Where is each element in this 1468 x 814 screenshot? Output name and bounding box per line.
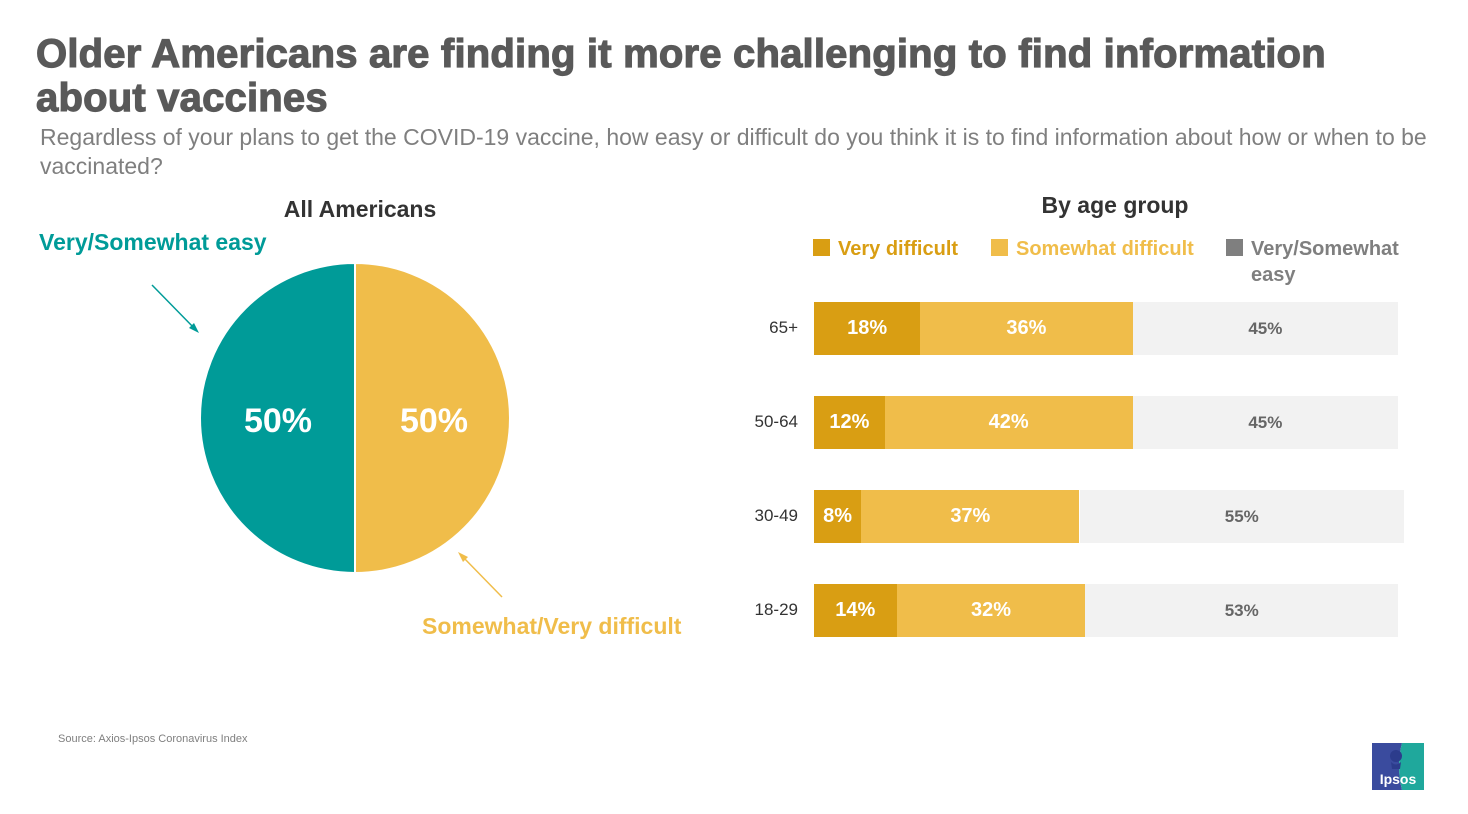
bar-segment-very-somewhat-easy: 45%: [1132, 396, 1399, 449]
legend-swatch-very-difficult: [813, 239, 830, 256]
bar-segment-very-difficult: 8%: [814, 490, 862, 543]
legend-item-somewhat-difficult: Somewhat difficult: [991, 236, 1194, 262]
legend-label: Very/Somewhat easy: [1251, 238, 1399, 286]
bar-chart-title: By age group: [1041, 192, 1189, 218]
bar-segment-somewhat-difficult: 37%: [861, 490, 1080, 543]
pie-annotation-difficult: Somewhat/Very difficult: [422, 613, 682, 639]
category-label: 50-64: [754, 412, 798, 431]
bar-segment-somewhat-difficult: 32%: [896, 584, 1086, 637]
category-label: 18-29: [754, 600, 798, 619]
legend-item-very-difficult: Very difficult: [813, 236, 958, 262]
arrow-easy-icon: [189, 323, 199, 333]
ipsos-logo: Ipsos: [1372, 743, 1424, 790]
logo-text: Ipsos: [1380, 771, 1417, 787]
legend-swatch-somewhat-difficult: [991, 239, 1008, 256]
legend-swatch-easy: [1226, 239, 1243, 256]
bar-segment-very-somewhat-easy: 45%: [1132, 302, 1399, 355]
bar-segment-very-somewhat-easy: 55%: [1079, 490, 1404, 543]
legend-label: Somewhat difficult: [1016, 238, 1194, 260]
legend-label: Very difficult: [838, 238, 959, 260]
pie-slice-easy: [199, 261, 356, 575]
category-label: 30-49: [754, 506, 798, 525]
pie-data-label-difficult: 50%: [400, 402, 468, 440]
bar-segment-somewhat-difficult: 36%: [920, 302, 1133, 355]
arrow-easy-line: [151, 284, 197, 331]
pie-slice-difficult: [354, 261, 511, 575]
category-label: 65+: [769, 318, 798, 337]
pie-data-label-easy: 50%: [244, 402, 312, 440]
legend-item-easy: Very/Somewhat easy: [1226, 236, 1421, 288]
arrow-difficult-line: [461, 555, 503, 598]
bar-segment-very-difficult: 18%: [814, 302, 921, 355]
slide-title: Older Americans are finding it more chal…: [35, 31, 1326, 120]
arrow-difficult-icon: [458, 552, 468, 562]
pie-annotation-easy: Very/Somewhat easy: [39, 229, 267, 255]
bar-segment-very-somewhat-easy: 53%: [1085, 584, 1399, 637]
bar-segment-very-difficult: 14%: [814, 584, 897, 637]
bar-segment-somewhat-difficult: 42%: [884, 396, 1133, 449]
source-note: Source: Axios-Ipsos Coronavirus Index: [58, 733, 248, 745]
pie-chart-title: All Americans: [283, 196, 437, 222]
survey-question: Regardless of your plans to get the COVI…: [40, 124, 1427, 179]
bar-segment-very-difficult: 12%: [814, 396, 885, 449]
